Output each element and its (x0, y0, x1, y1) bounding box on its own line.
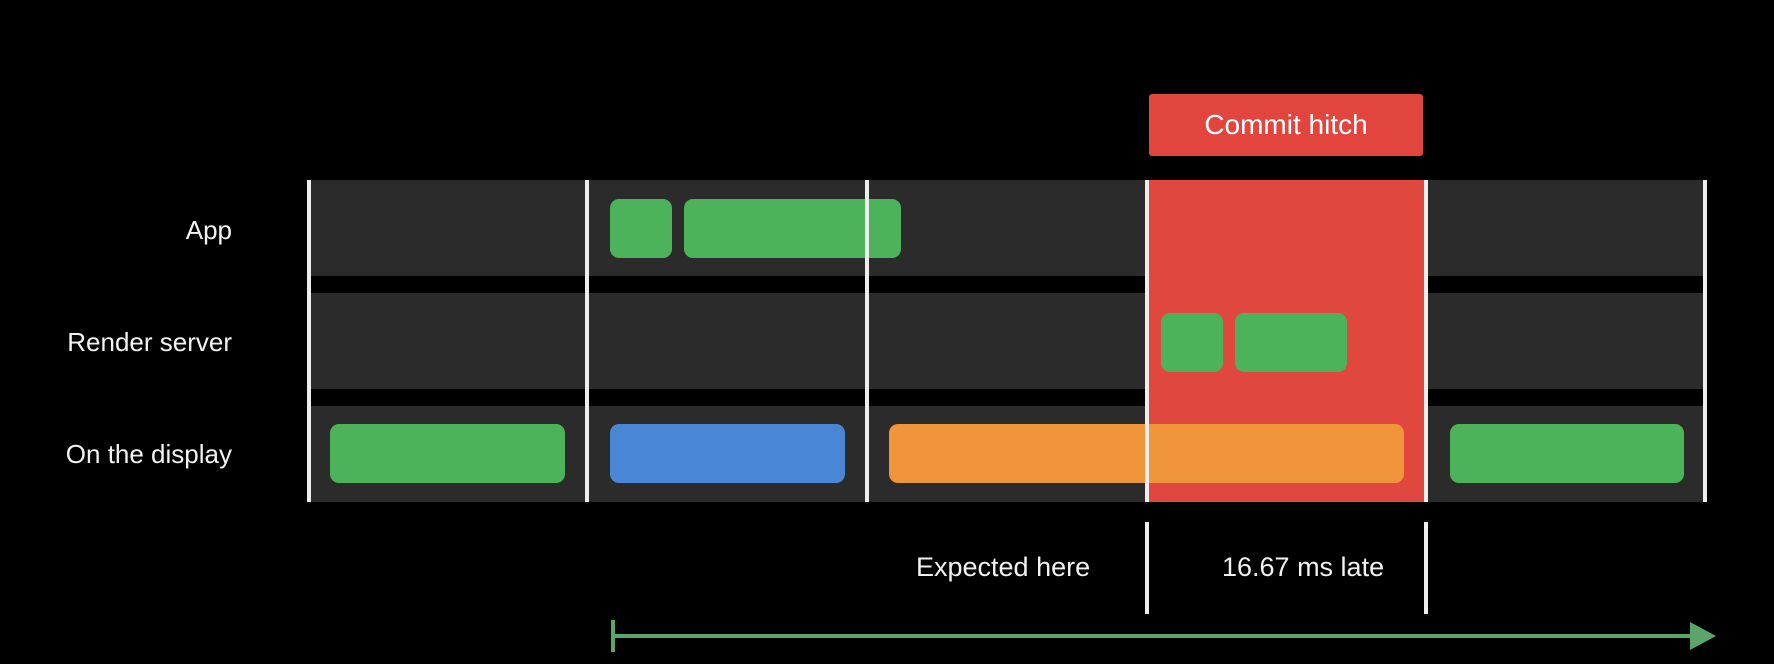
vsync-divider-2 (585, 180, 589, 502)
vsync-divider-4 (1145, 180, 1149, 502)
row-label-app: App (185, 215, 232, 245)
vsync-divider-1 (307, 180, 311, 502)
late-marker-line (1424, 522, 1428, 614)
row-label-display: On the display (65, 439, 232, 469)
row-label-render-server: Render server (67, 327, 232, 357)
late-duration-label: 16.67 ms late (1222, 552, 1385, 582)
lane-app (309, 180, 1707, 276)
display-block-2 (610, 424, 845, 483)
display-block-1 (330, 424, 565, 483)
render-server-block-1 (1161, 313, 1223, 372)
render-server-block-2 (1235, 313, 1347, 372)
commit-hitch-label: Commit hitch (1149, 94, 1423, 156)
display-block-4 (1450, 424, 1684, 483)
vsync-divider-6 (1703, 180, 1707, 502)
expected-here-label: Expected here (916, 552, 1091, 582)
vsync-divider-3 (865, 180, 869, 502)
expected-marker-line (1145, 522, 1149, 614)
app-block-1 (610, 199, 672, 258)
app-block-2 (684, 199, 901, 258)
vsync-divider-5 (1424, 180, 1428, 502)
lane-render-server (309, 293, 1707, 389)
